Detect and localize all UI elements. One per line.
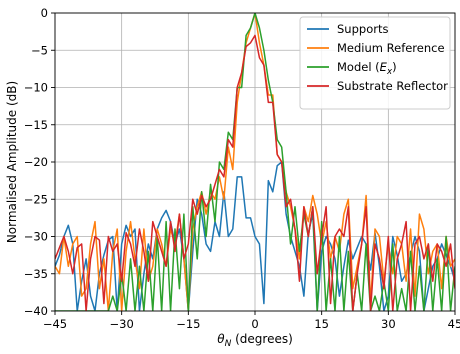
x-tick-label: 45 [448,317,460,331]
x-axis-label: θN (degrees) [217,332,293,349]
x-tick-label: −30 [110,317,134,331]
y-tick-label: −40 [24,304,48,318]
legend-label-3: Substrate Reflector [337,79,448,93]
y-tick-label: −30 [24,230,48,244]
legend-label-2: Model (Ex) [337,60,397,77]
y-tick-label: 0 [41,6,48,20]
legend-label-1: Medium Reference [337,41,445,55]
y-tick-label: −35 [24,267,48,281]
x-tick-label: −15 [176,317,200,331]
x-tick-label: 15 [314,317,329,331]
x-tick-label: 0 [251,317,258,331]
y-tick-label: −25 [24,192,48,206]
series-line-0 [55,161,455,311]
y-tick-label: −15 [24,118,48,132]
y-tick-label: −20 [24,155,48,169]
legend-label-0: Supports [337,22,388,36]
series-group [55,13,455,311]
y-tick-label: −10 [24,81,48,95]
x-tick-label: 30 [381,317,396,331]
y-axis-label: Normalised Amplitude (dB) [5,81,19,243]
y-tick-label: −5 [31,43,48,57]
legend-box [299,16,451,110]
x-tick-label: −45 [43,317,67,331]
series-line-3 [55,34,455,311]
